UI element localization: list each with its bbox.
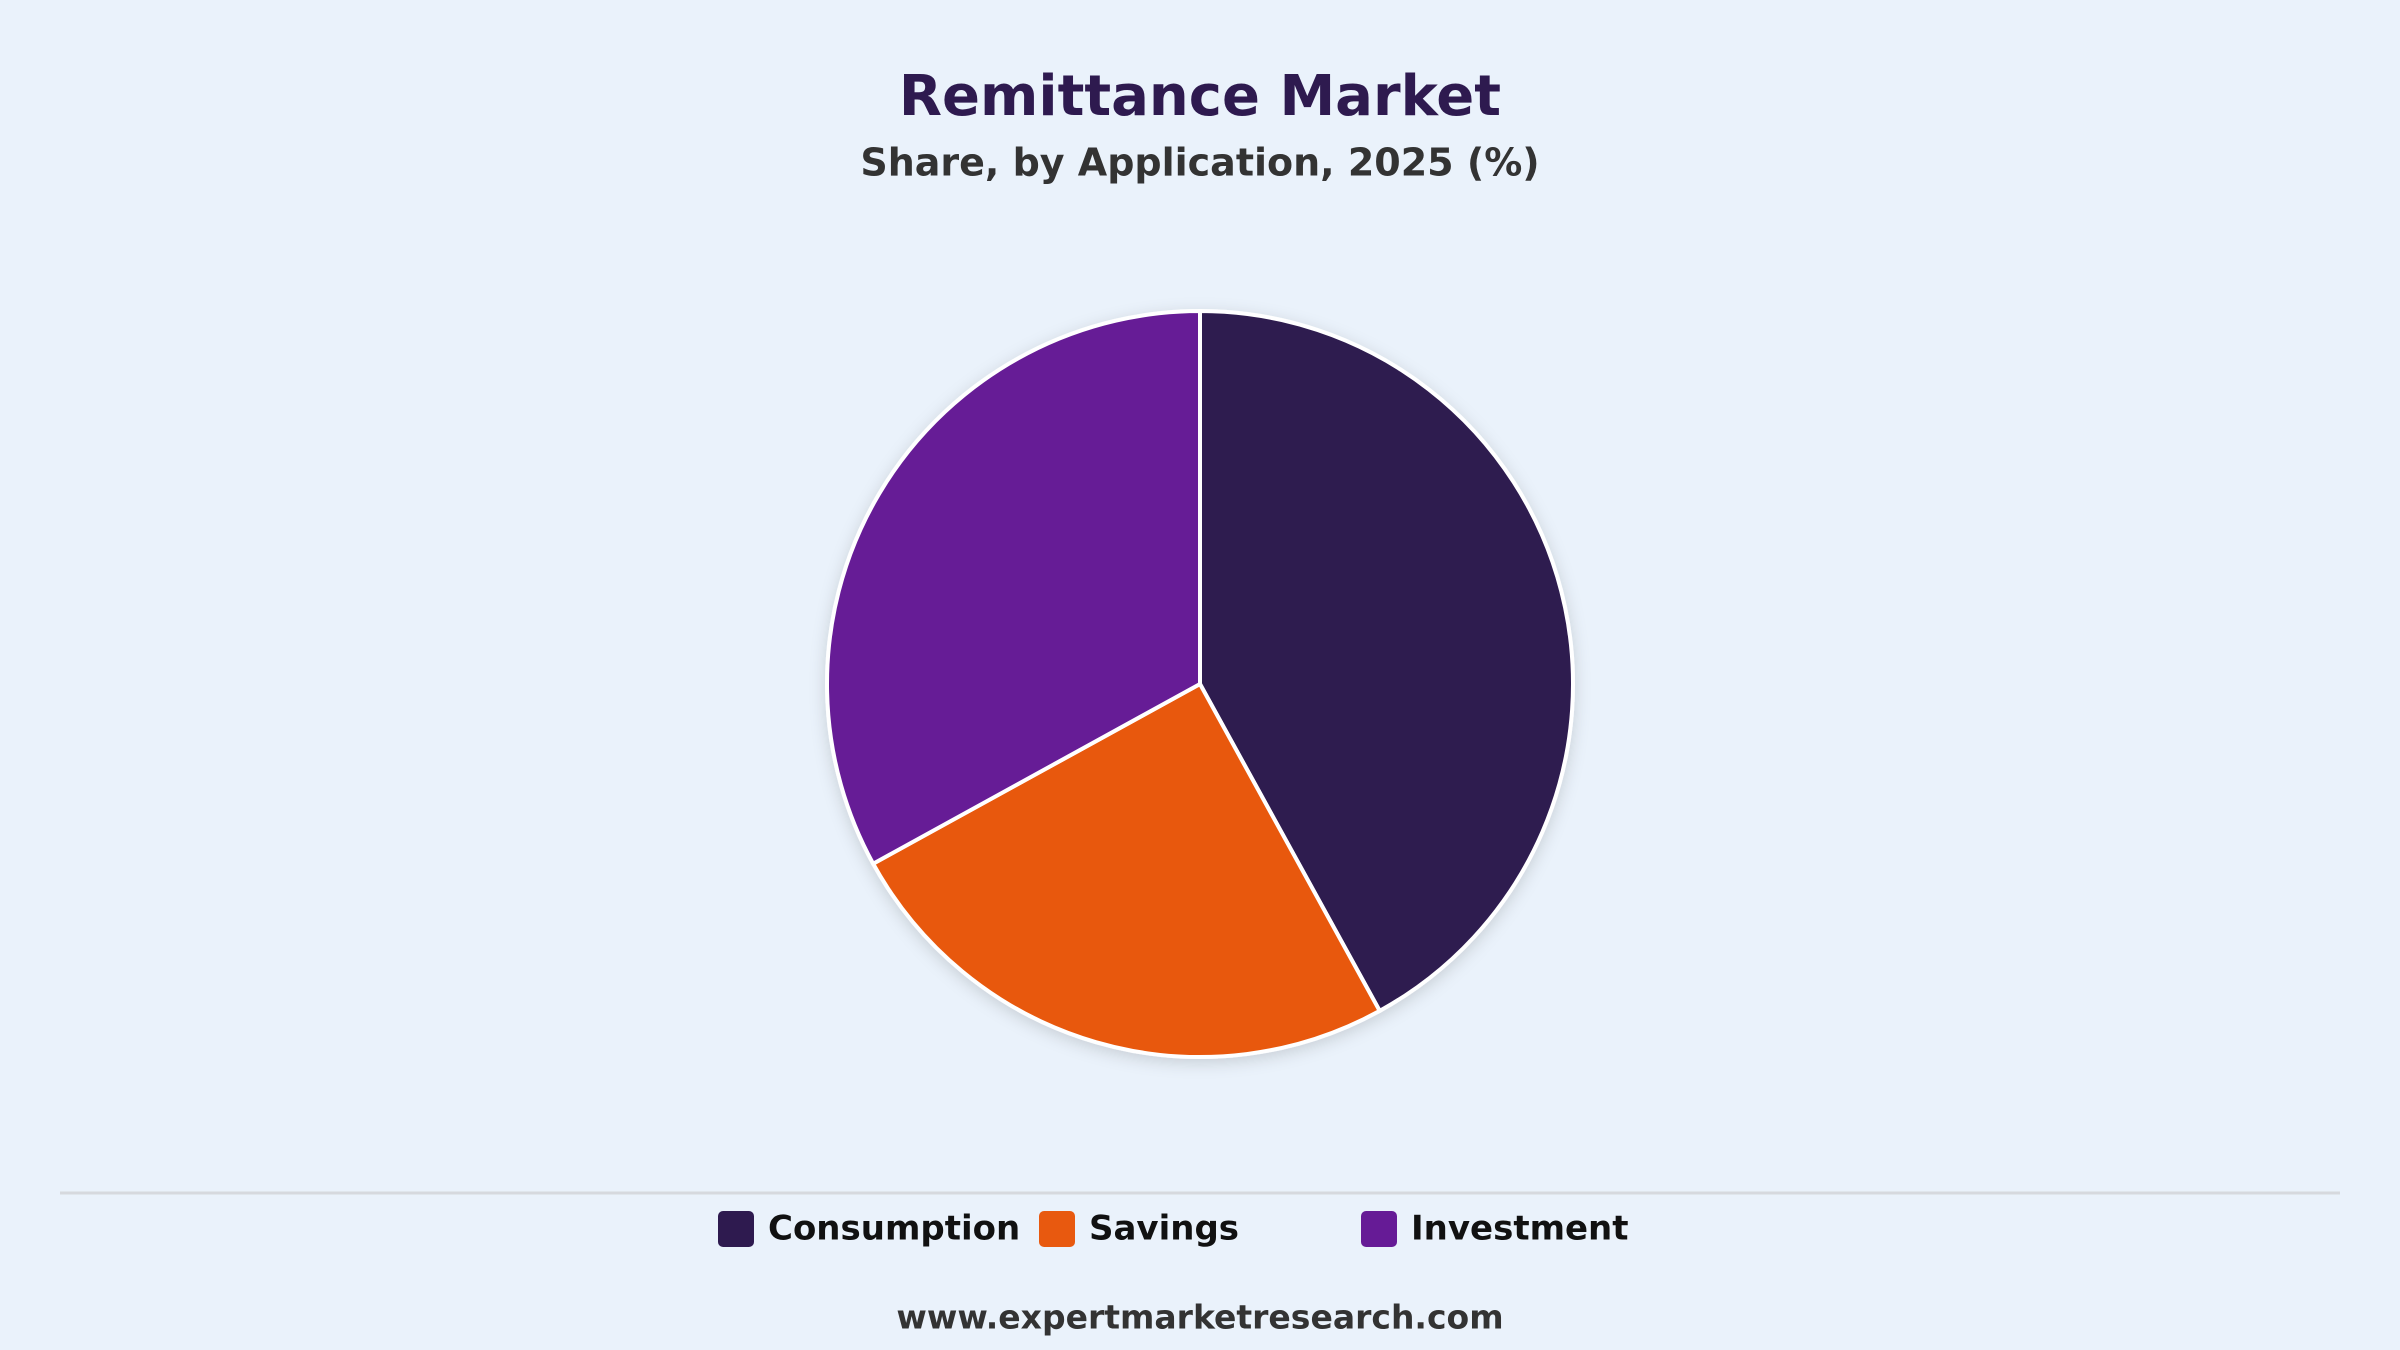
pie-slice bbox=[870, 681, 1383, 1059]
footer: www.expertmarketresearch.com bbox=[896, 1298, 1503, 1337]
chart-subtitle: Share, by Application, 2025 (%) bbox=[860, 141, 1539, 185]
legend-label: Consumption bbox=[768, 1209, 1020, 1249]
legend-label: Savings bbox=[1089, 1209, 1239, 1249]
legend-swatch bbox=[1361, 1211, 1397, 1247]
pie bbox=[825, 308, 1575, 1059]
legend-label: Investment bbox=[1411, 1209, 1629, 1249]
legend-swatch bbox=[1039, 1211, 1075, 1247]
pie-slice bbox=[825, 308, 1202, 867]
chart-title: Remittance Market bbox=[899, 64, 1501, 129]
legend: Consumption Savings Investment bbox=[718, 1209, 1629, 1249]
pie-slice bbox=[1198, 308, 1575, 1014]
legend-swatch bbox=[718, 1211, 754, 1247]
